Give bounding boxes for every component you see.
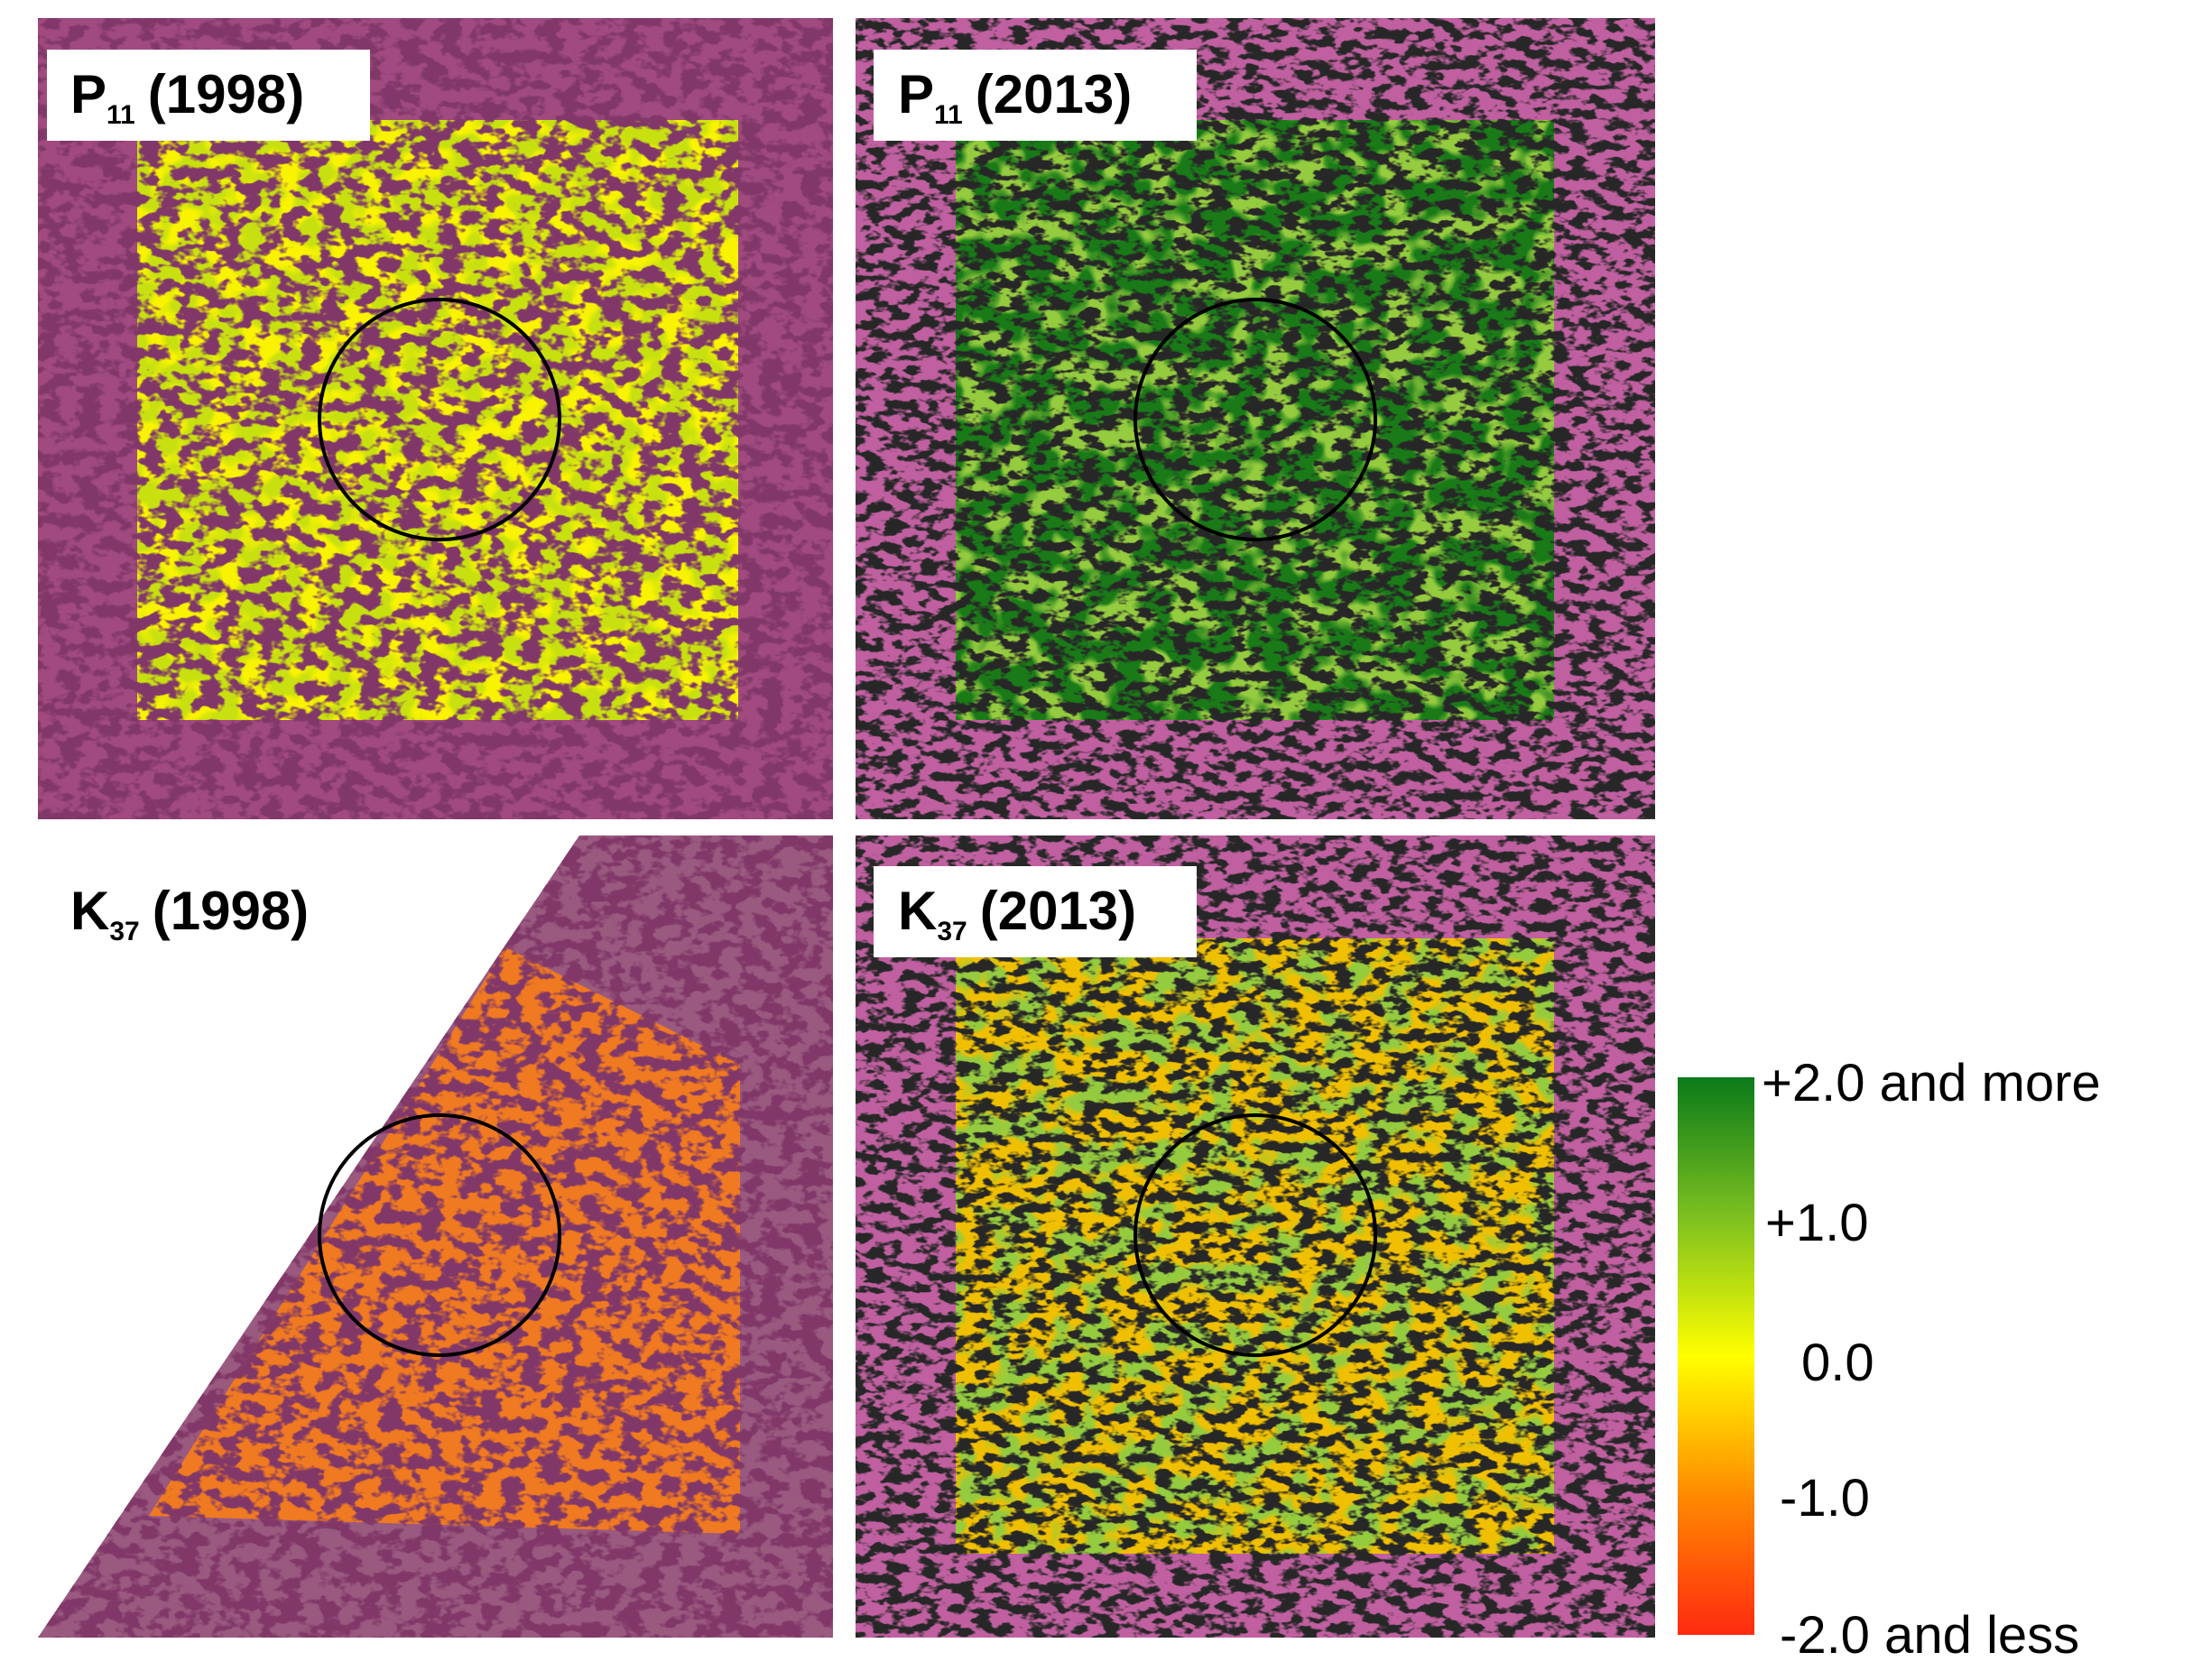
panel-label: K37 (2013) [898, 881, 1136, 946]
legend-label: -2.0 and less [1780, 1606, 2079, 1665]
panel-image [856, 835, 1655, 1638]
label-box [874, 50, 1197, 141]
legend-label: +1.0 [1765, 1194, 1869, 1252]
circle [318, 1113, 561, 1357]
circles [318, 298, 1377, 1357]
legend-label: -1.0 [1780, 1469, 1870, 1528]
panel-label: P11 (2013) [898, 64, 1132, 130]
label-box [47, 50, 370, 141]
label-box [874, 866, 1197, 957]
panel-label: P11 (1998) [70, 64, 304, 130]
panel-image [856, 18, 1655, 819]
panel-image [38, 18, 833, 819]
legend-label: 0.0 [1801, 1334, 1874, 1392]
circle [1134, 1113, 1377, 1357]
panel-image [38, 835, 833, 1638]
circle [318, 298, 561, 541]
circle [1134, 298, 1377, 541]
panel-label: K37 (1998) [70, 881, 309, 946]
color-bar [1678, 1077, 1754, 1635]
legend-label: +2.0 and more [1762, 1054, 2101, 1112]
